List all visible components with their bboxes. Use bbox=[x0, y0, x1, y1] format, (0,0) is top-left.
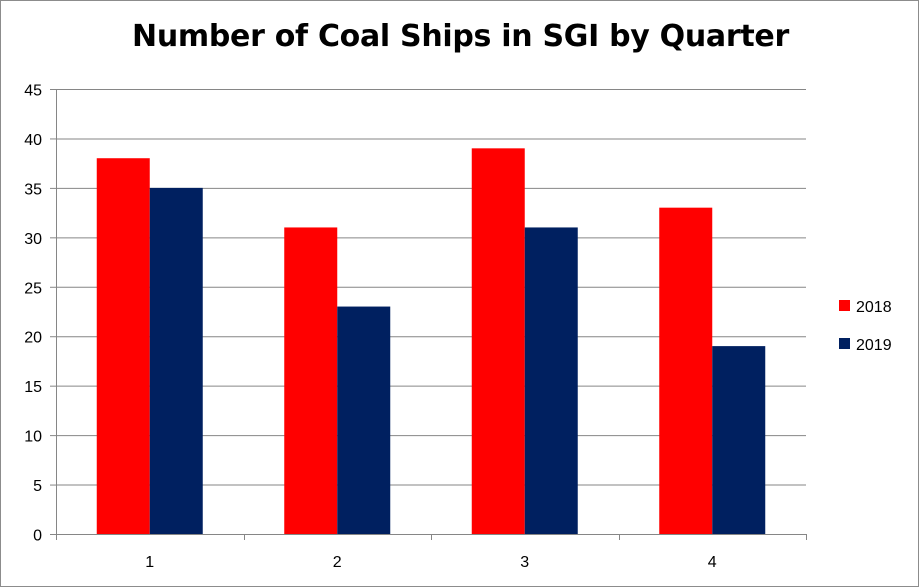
bar-2018-q3 bbox=[471, 148, 525, 535]
bar-2018-q1 bbox=[96, 158, 150, 534]
x-tick-label: 4 bbox=[708, 554, 717, 571]
bar-2019-q3 bbox=[524, 227, 578, 534]
x-tick-label: 2 bbox=[333, 554, 342, 571]
legend-label-2019: 2019 bbox=[856, 337, 892, 354]
y-tick-label: 45 bbox=[24, 83, 42, 100]
y-tick-label: 25 bbox=[24, 280, 42, 297]
chart-title: Number of Coal Ships in SGI by Quarter bbox=[132, 19, 789, 54]
bar-2019-q2 bbox=[337, 306, 391, 534]
legend-swatch-2018 bbox=[839, 300, 850, 311]
bar-2018-q4 bbox=[659, 207, 713, 534]
x-tick-label: 3 bbox=[520, 554, 529, 571]
x-tick-label: 1 bbox=[145, 554, 154, 571]
bar-2019-q4 bbox=[712, 346, 766, 534]
bar-2018-q2 bbox=[284, 227, 338, 534]
legend-label-2018: 2018 bbox=[856, 299, 892, 316]
y-tick-label: 30 bbox=[24, 231, 42, 248]
y-tick-label: 0 bbox=[33, 528, 42, 545]
y-tick-label: 5 bbox=[33, 478, 42, 495]
y-tick-label: 40 bbox=[24, 132, 42, 149]
bar-2019-q1 bbox=[149, 187, 203, 534]
y-tick-label: 35 bbox=[24, 181, 42, 198]
legend-swatch-2019 bbox=[839, 338, 850, 349]
y-tick-label: 20 bbox=[24, 330, 42, 347]
y-tick-label: 10 bbox=[24, 429, 42, 446]
y-tick-label: 15 bbox=[24, 379, 42, 396]
